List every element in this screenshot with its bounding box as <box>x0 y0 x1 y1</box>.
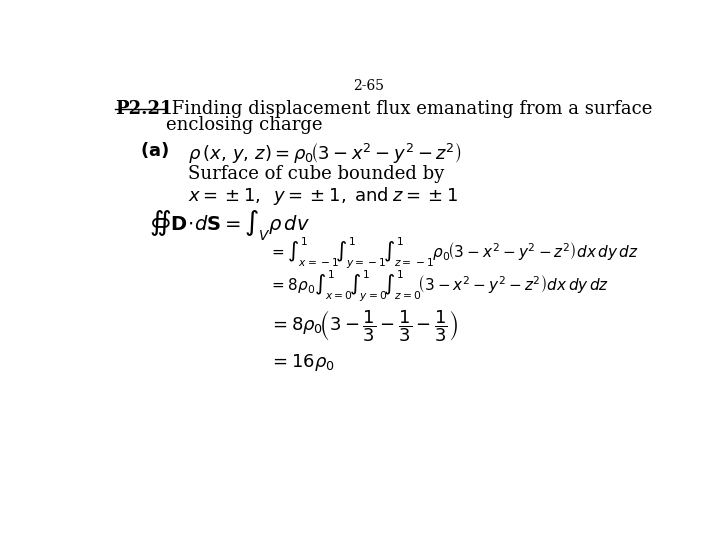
Text: $= 16\rho_0$: $= 16\rho_0$ <box>269 352 334 373</box>
Text: $\mathbf{(a)}$: $\mathbf{(a)}$ <box>140 140 169 160</box>
Text: P2.21: P2.21 <box>115 100 173 118</box>
Text: $x = \pm 1,\;\; y = \pm 1,\;\text{and}\; z = \pm 1$: $x = \pm 1,\;\; y = \pm 1,\;\text{and}\;… <box>188 185 458 207</box>
Text: $= 8\rho_0\int_{x=0}^{1}\!\int_{y=0}^{1}\!\int_{z=0}^{1}\!\left(3 - x^2 - y^2 - : $= 8\rho_0\int_{x=0}^{1}\!\int_{y=0}^{1}… <box>269 268 608 304</box>
Text: Finding displacement flux emanating from a surface: Finding displacement flux emanating from… <box>166 100 653 118</box>
Text: 2-65: 2-65 <box>354 79 384 93</box>
Text: $\oiint \mathbf{D}\!\cdot\! d\mathbf{S} = \int_V \rho\, dv$: $\oiint \mathbf{D}\!\cdot\! d\mathbf{S} … <box>148 208 310 242</box>
Text: $= \int_{x=-1}^{1}\!\int_{y=-1}^{1}\!\int_{z=-1}^{1}\rho_0\!\left(3 - x^2 - y^2 : $= \int_{x=-1}^{1}\!\int_{y=-1}^{1}\!\in… <box>269 235 639 271</box>
Text: Surface of cube bounded by: Surface of cube bounded by <box>188 165 444 184</box>
Text: enclosing charge: enclosing charge <box>166 116 323 134</box>
Text: $\rho\,(x,\, y,\, z) = \rho_0\!\left(3 - x^2 - y^2 - z^2\right)$: $\rho\,(x,\, y,\, z) = \rho_0\!\left(3 -… <box>188 140 462 165</box>
Text: $= 8\rho_0\!\left(3 - \dfrac{1}{3} - \dfrac{1}{3} - \dfrac{1}{3}\right)$: $= 8\rho_0\!\left(3 - \dfrac{1}{3} - \df… <box>269 308 457 343</box>
